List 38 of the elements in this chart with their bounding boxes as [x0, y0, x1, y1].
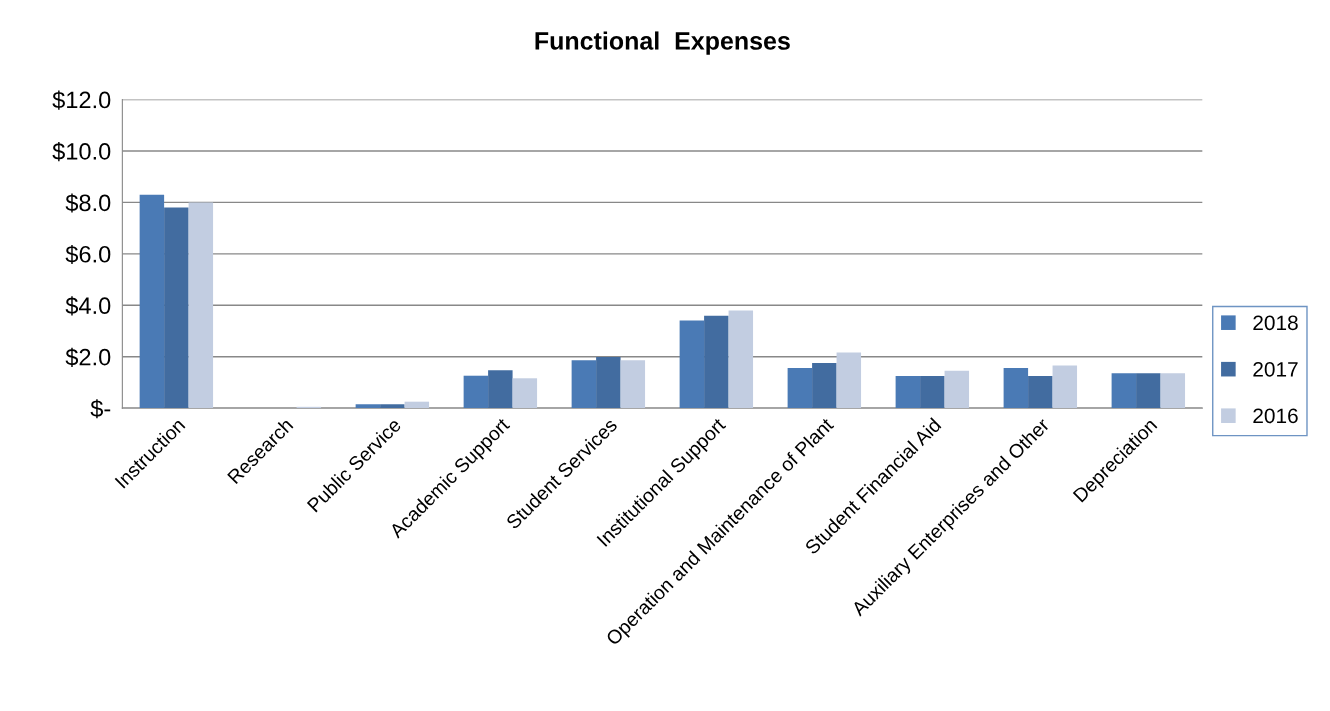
bar [836, 352, 862, 409]
legend-label: 2017 [1253, 361, 1298, 377]
bar [488, 370, 513, 409]
bar [355, 404, 381, 409]
legend-label: 2018 [1253, 315, 1298, 331]
bar [1111, 373, 1137, 409]
y-tick-label: $2.0 [65, 347, 111, 367]
bar [164, 207, 189, 409]
bar [944, 370, 970, 409]
bar [1052, 365, 1078, 409]
bar [463, 375, 489, 409]
bar [139, 194, 165, 409]
bar [679, 320, 705, 409]
y-tick-label: $4.0 [65, 296, 111, 316]
bar [728, 310, 754, 409]
bar [596, 356, 621, 409]
chart-title: Functional Expenses [535, 31, 790, 55]
bar [620, 360, 646, 409]
bar [1136, 373, 1161, 409]
bar [787, 368, 813, 409]
bar [1003, 368, 1029, 409]
bar [1160, 373, 1186, 409]
bar [571, 360, 597, 409]
bar [512, 378, 538, 409]
y-tick-label: $12.0 [52, 90, 111, 110]
bar [704, 315, 729, 409]
bar [1028, 375, 1053, 409]
bar [895, 375, 921, 409]
y-tick-label: $8.0 [65, 193, 111, 213]
bar [404, 401, 430, 409]
y-tick-label: $- [90, 399, 111, 419]
y-tick-label: $6.0 [65, 244, 111, 265]
bar [380, 404, 405, 409]
legend-label: 2016 [1253, 408, 1298, 424]
bar [188, 202, 214, 409]
y-tick-label: $10.0 [52, 142, 111, 162]
bar [920, 375, 945, 409]
bar [812, 363, 837, 409]
